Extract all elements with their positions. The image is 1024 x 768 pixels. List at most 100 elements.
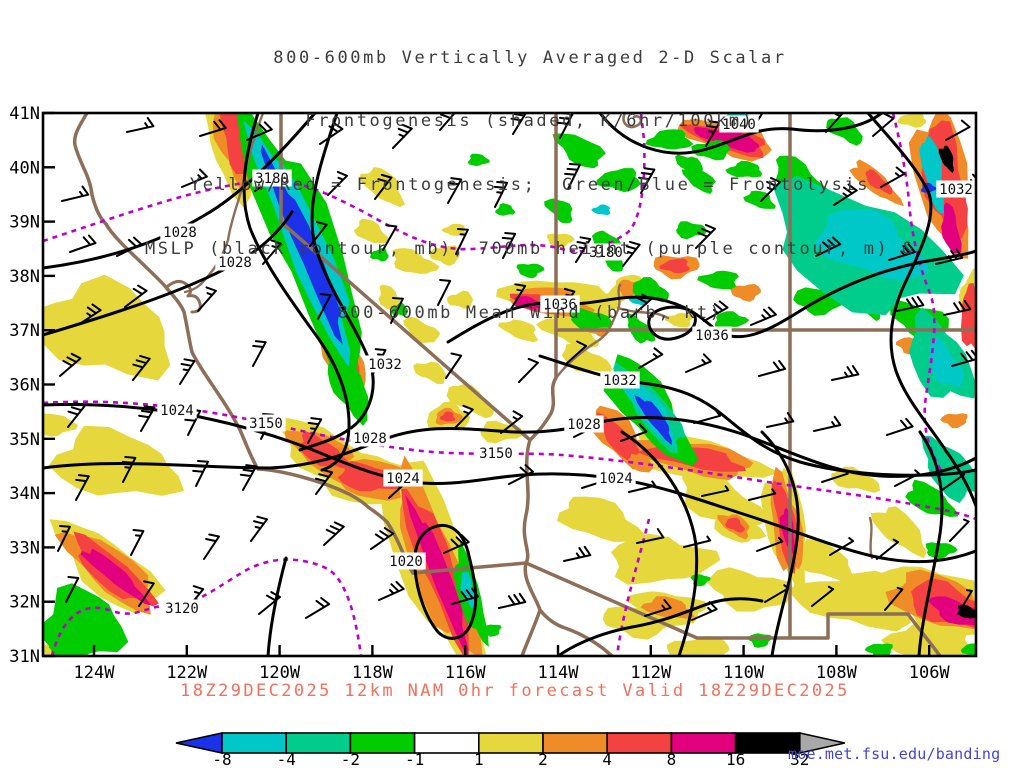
wind-barb (498, 592, 527, 609)
lat-label: 36N (9, 376, 40, 396)
svg-text:1020: 1020 (389, 554, 423, 570)
shaded-region (681, 169, 716, 194)
shaded-region (48, 425, 185, 496)
shaded-region (925, 542, 958, 559)
shaded-region (865, 169, 893, 195)
wind-barb (323, 521, 345, 546)
map-title: 800-600mb Vertically Averaged 2-D Scalar… (30, 5, 1024, 367)
wind-barbs (57, 113, 976, 621)
shaded-region (370, 248, 389, 262)
wind-barb (821, 468, 849, 483)
mslp-contour (556, 597, 764, 656)
wind-barb (443, 534, 470, 554)
wind-barb (258, 591, 281, 615)
wind-barb (61, 185, 90, 202)
wind-barb (508, 464, 534, 485)
wind-barb (382, 224, 398, 251)
contour-label: 1024 (596, 469, 636, 487)
svg-text:3180: 3180 (589, 245, 623, 261)
shaded-region (441, 223, 466, 236)
wind-barb (59, 352, 82, 377)
wind-barb (197, 286, 217, 312)
colorbar-segment (477, 732, 544, 754)
shaded-region (495, 203, 516, 216)
wind-barb (766, 412, 795, 428)
wind-barb (941, 470, 966, 491)
colorbar-tick-label: 32 (790, 750, 809, 768)
title-line-4: MSLP (black contour, mb), 700mb height (… (144, 239, 916, 260)
wind-barb (75, 474, 90, 501)
colorbar-tick-label: -1 (405, 750, 424, 768)
wind-barb (121, 456, 137, 483)
shaded-region (905, 479, 959, 517)
mslp-contour (598, 113, 884, 155)
contour-label: 1036 (540, 295, 580, 313)
colorbar-tick-label: 1 (474, 750, 484, 768)
wind-barb (636, 528, 665, 544)
wind-barb (518, 357, 539, 383)
contour-label: 1024 (383, 469, 423, 487)
wind-barb (500, 410, 524, 434)
wind-barb (884, 586, 904, 611)
wind-barb (644, 599, 672, 617)
site-url-link[interactable]: moe.met.fsu.edu/banding (788, 745, 1001, 763)
wind-barb (305, 597, 331, 619)
shaded-region (634, 395, 672, 446)
shaded-region (714, 311, 750, 328)
wind-barb (138, 405, 156, 432)
shaded-region (675, 154, 704, 178)
wind-barb (876, 538, 899, 560)
contour-label: 3120 (162, 599, 202, 617)
wind-barb (575, 236, 592, 263)
wind-barb (309, 220, 328, 247)
wind-barb (390, 297, 404, 324)
wind-barb (262, 239, 282, 265)
shaded-region (595, 168, 641, 193)
lat-label: 40N (9, 158, 40, 178)
wind-barb (638, 347, 664, 369)
wind-barb (192, 460, 209, 487)
wind-barb (124, 284, 148, 308)
svg-text:1036: 1036 (543, 297, 577, 313)
lat-label: 39N (9, 213, 40, 233)
wind-barb (67, 402, 86, 428)
shaded-region (430, 245, 460, 266)
shaded-region (413, 361, 447, 385)
lon-label: 112W (630, 663, 672, 683)
shaded-region (681, 468, 770, 528)
wind-barb (705, 120, 721, 147)
shaded-region (938, 145, 954, 174)
shaded-region (591, 204, 611, 216)
height-contour-se (615, 518, 651, 656)
contour-label: 1028 (160, 223, 200, 241)
colorbar-tick-label: -8 (212, 750, 231, 768)
wind-barb (445, 352, 463, 379)
shaded-region (80, 548, 152, 606)
wind-barb (252, 340, 267, 367)
wind-barb (77, 303, 102, 326)
wind-barb (314, 468, 334, 495)
svg-text:1040: 1040 (722, 117, 756, 133)
axis-labels: 41N 40N 39N 38N 37N 36N 35N 34N 33N 32N 31N 124W 122… (9, 104, 950, 683)
wind-barb (943, 300, 972, 316)
mslp-contour (242, 113, 351, 472)
svg-text:1024: 1024 (386, 471, 420, 487)
wind-barb (638, 167, 656, 194)
colorbar-tick-label: -2 (341, 750, 360, 768)
shaded-region (645, 129, 694, 150)
shaded-region (941, 202, 962, 254)
shaded-region (446, 384, 494, 419)
shaded-region (447, 290, 474, 309)
wind-barb (126, 116, 155, 133)
svg-text:1028: 1028 (567, 417, 601, 433)
great-salt-lake (622, 113, 643, 129)
wind-barb (392, 123, 413, 149)
contour-label: 3150 (246, 414, 286, 432)
height-contour-ne (891, 113, 943, 472)
svg-text:3150: 3150 (479, 446, 513, 462)
shaded-region (359, 167, 405, 208)
wind-barb (116, 236, 143, 257)
shaded-region (697, 270, 739, 290)
